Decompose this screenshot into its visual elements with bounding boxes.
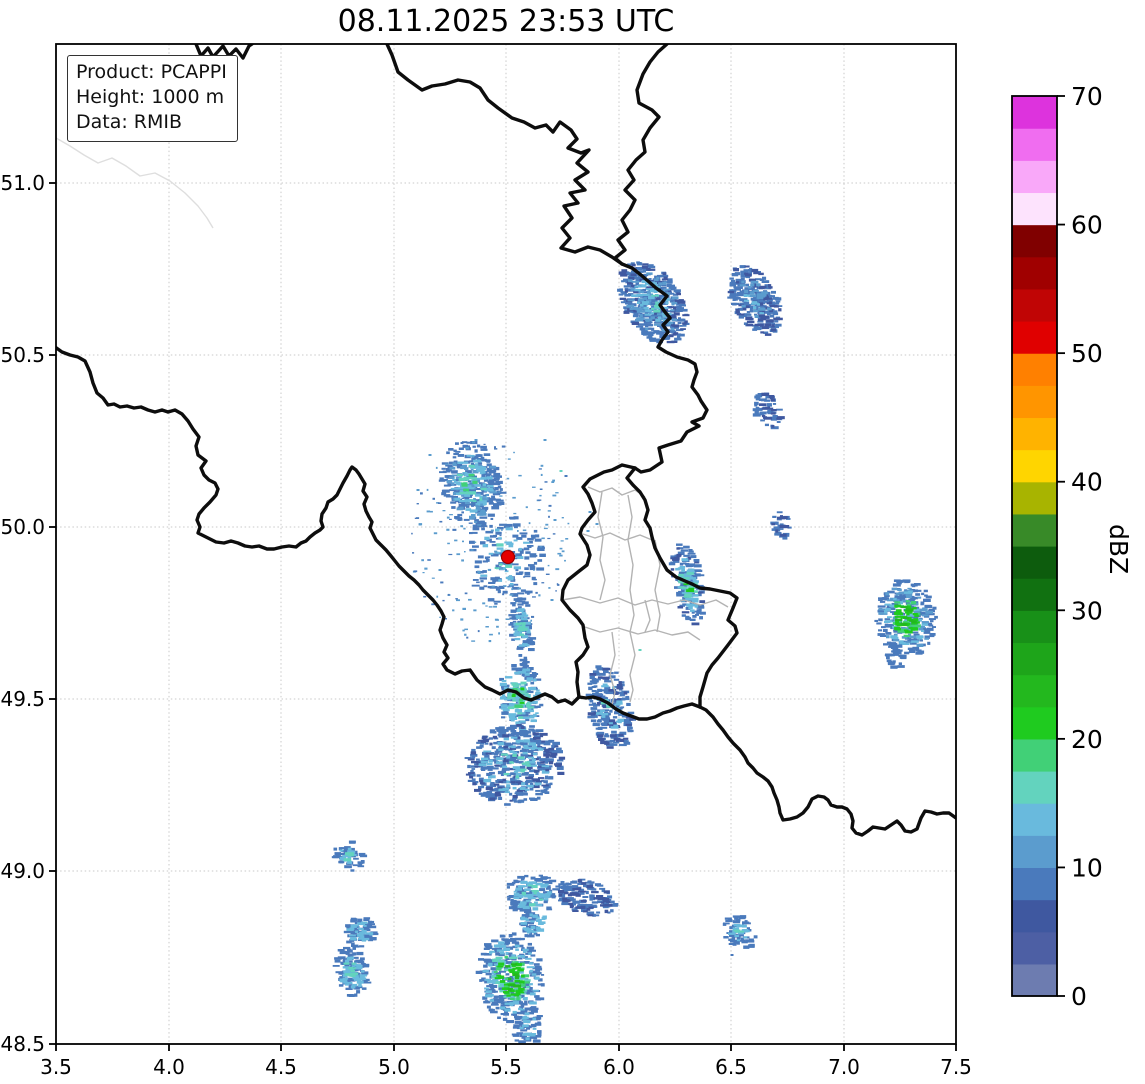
border-luxembourg-germany [625,466,739,709]
svg-text:20: 20 [1071,725,1103,754]
national-borders [56,44,956,837]
svg-text:60: 60 [1071,211,1103,240]
svg-text:4.0: 4.0 [153,1055,185,1079]
svg-text:0: 0 [1071,982,1087,1011]
svg-text:5.0: 5.0 [378,1055,410,1079]
svg-text:5.5: 5.5 [490,1055,522,1079]
svg-text:50: 50 [1071,339,1103,368]
radar-echoes [331,261,938,1044]
svg-text:4.5: 4.5 [265,1055,297,1079]
grid-lines [56,44,956,1044]
svg-text:49.5: 49.5 [0,687,45,711]
border-france-belgium [56,345,581,706]
svg-text:51.0: 51.0 [0,171,45,195]
border-netherlands-belgium-main [385,44,624,266]
figure-title: 08.11.2025 23:53 UTC [337,4,675,39]
svg-text:49.0: 49.0 [0,859,45,883]
province-borders [56,137,214,229]
colorbar-unit-label: dBZ [1104,524,1133,575]
border-luxembourg-belgium [560,463,637,699]
info-box: Product: PCAPPI Height: 1000 m Data: RMI… [67,55,238,142]
info-data: Data: RMIB [76,111,183,133]
radar-site-marker [500,549,516,565]
svg-text:6.0: 6.0 [603,1055,635,1079]
svg-text:50.5: 50.5 [0,343,45,367]
svg-text:50.0: 50.0 [0,515,45,539]
svg-text:48.5: 48.5 [0,1032,45,1056]
colorbar: 0 10 20 30 40 50 60 70 [1011,82,1103,1011]
svg-text:7.0: 7.0 [828,1055,860,1079]
info-height: Height: 1000 m [76,86,225,108]
svg-text:3.5: 3.5 [40,1055,72,1079]
border-netherlands-belgium-west [194,44,254,60]
border-france-germany [698,705,956,837]
svg-text:10: 10 [1071,853,1103,882]
border-germany-netherlands [613,44,669,266]
border-luxembourg-france [577,695,702,721]
radar-site [500,549,516,565]
border-belgium-germany [620,262,709,474]
svg-text:40: 40 [1071,468,1103,497]
info-product: Product: PCAPPI [76,61,227,83]
svg-text:6.5: 6.5 [715,1055,747,1079]
svg-text:7.5: 7.5 [940,1055,972,1079]
svg-text:70: 70 [1071,82,1103,111]
axes: 3.5 4.0 4.5 5.0 5.5 6.0 6.5 7.0 7.5 51.0 50.5 50.0 4… [0,43,972,1079]
svg-text:30: 30 [1071,596,1103,625]
